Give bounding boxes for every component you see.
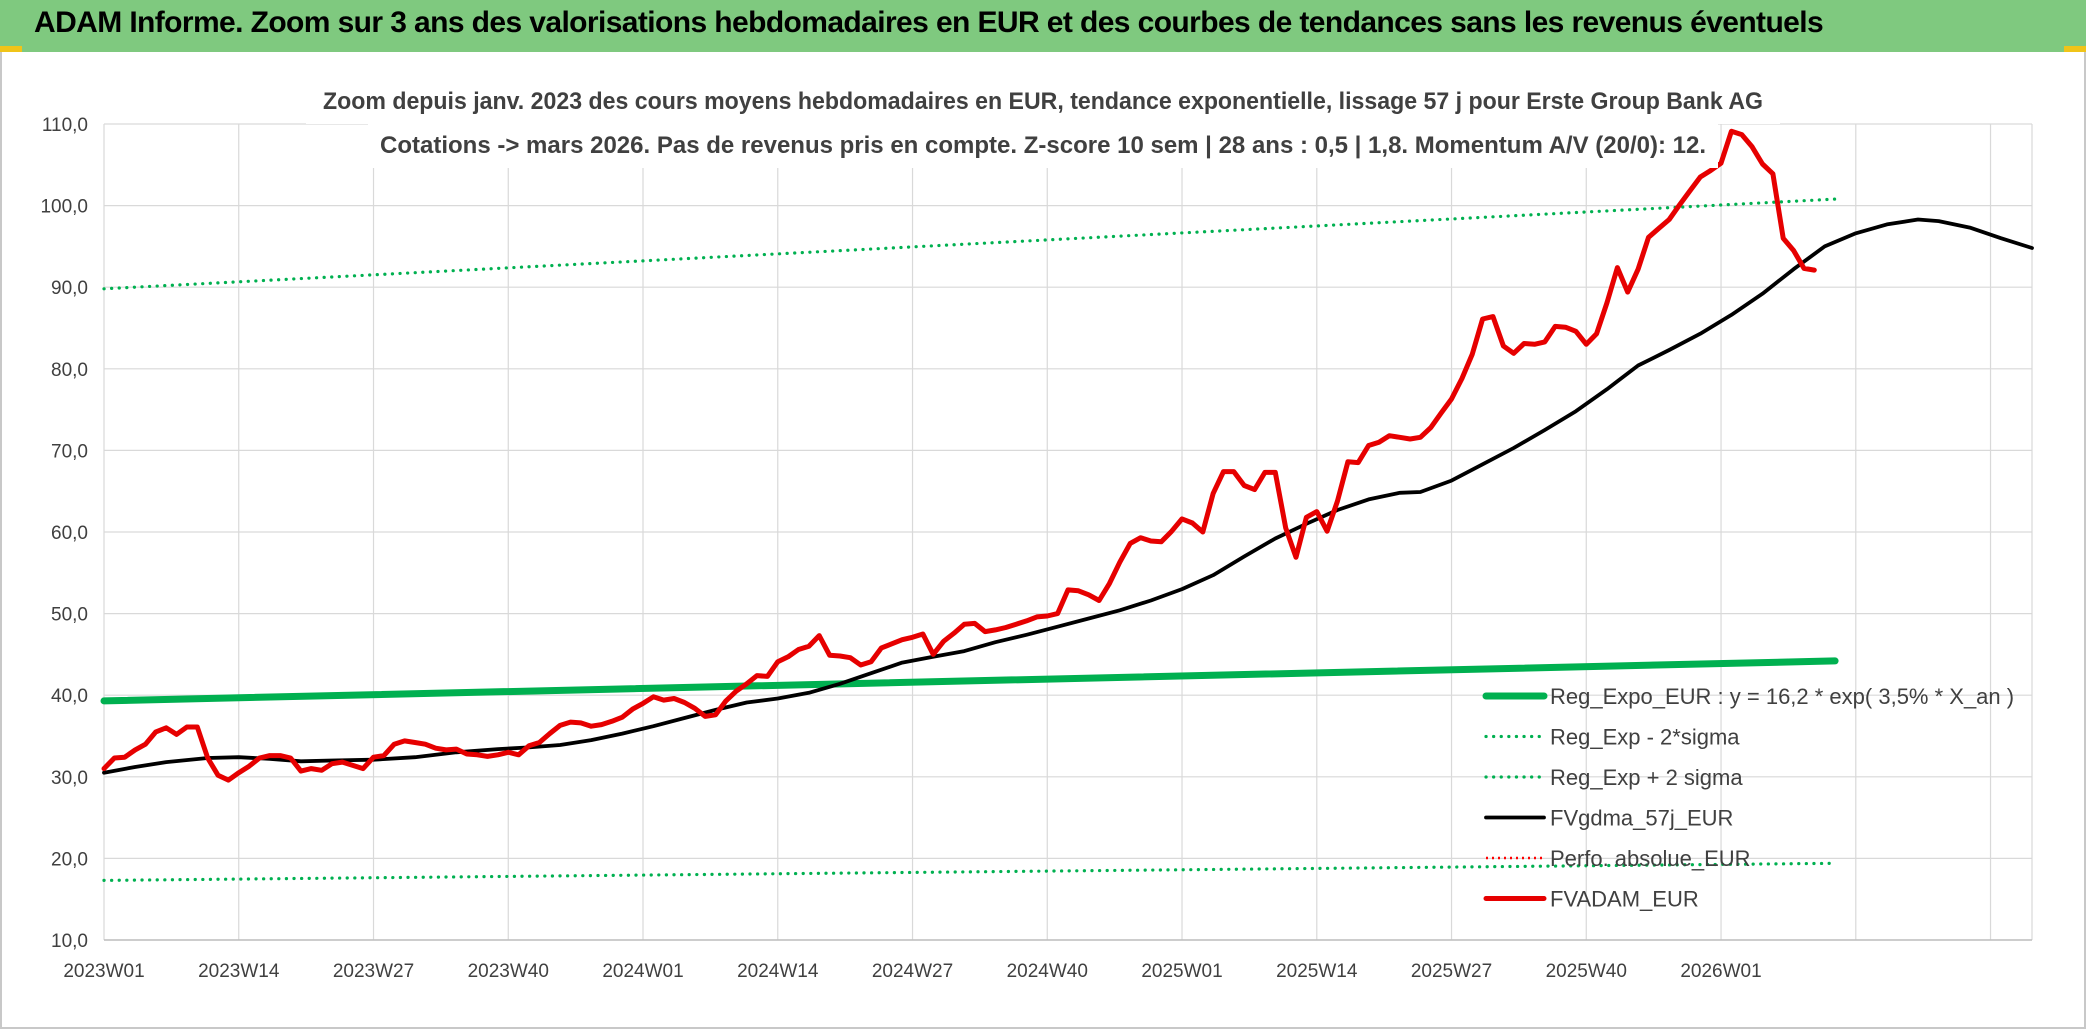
y-tick-label: 110,0: [42, 115, 88, 136]
x-tick-label: 2024W27: [872, 961, 953, 982]
chart-frame: [0, 52, 2086, 1029]
series-line-reg_plus: [102, 197, 1837, 291]
x-tick-label: 2024W40: [1007, 961, 1088, 982]
chart-subtitle-backdrop: [368, 124, 1718, 168]
legend-label-fvadam: FVADAM_EUR: [1550, 887, 1699, 912]
x-tick-label: 2024W01: [602, 961, 683, 982]
x-tick-label: 2023W01: [63, 961, 144, 982]
y-tick-label: 100,0: [40, 197, 88, 218]
chart-title-backdrop: [306, 80, 1780, 124]
series-line-reg_minus: [102, 861, 1837, 882]
y-tick-label: 90,0: [51, 278, 88, 299]
y-tick-label: 60,0: [51, 523, 88, 544]
x-tick-label: 2023W27: [333, 961, 414, 982]
x-tick-label: 2023W40: [468, 961, 549, 982]
chart-title: Zoom depuis janv. 2023 des cours moyens …: [323, 88, 1763, 115]
legend-label-perfo: Perfo. absolue_EUR: [1550, 846, 1751, 871]
legend-label-reg_expo: Reg_Expo_EUR : y = 16,2 * exp( 3,5% * X_…: [1550, 684, 2014, 709]
header-accent-right: [2064, 46, 2086, 52]
header-bar: ADAM Informe. Zoom sur 3 ans des valoris…: [0, 0, 2086, 52]
page-title: ADAM Informe. Zoom sur 3 ans des valoris…: [34, 6, 1824, 39]
x-tick-label: 2026W01: [1680, 961, 1761, 982]
legend-label-reg_minus: Reg_Exp - 2*sigma: [1550, 725, 1740, 750]
x-tick-label: 2024W14: [737, 961, 819, 982]
header-accent-left: [0, 46, 22, 52]
y-tick-label: 40,0: [51, 686, 88, 707]
y-tick-label: 70,0: [51, 441, 88, 462]
y-tick-label: 30,0: [51, 768, 88, 789]
x-tick-label: 2023W14: [198, 961, 280, 982]
x-tick-label: 2025W01: [1141, 961, 1222, 982]
x-tick-label: 2025W40: [1546, 961, 1627, 982]
series-line-fvadam: [101, 128, 1817, 783]
x-tick-label: 2025W27: [1411, 961, 1492, 982]
legend-label-reg_plus: Reg_Exp + 2 sigma: [1550, 765, 1743, 790]
chart-subtitle: Cotations -> mars 2026. Pas de revenus p…: [380, 132, 1706, 159]
y-tick-label: 80,0: [51, 360, 88, 381]
y-tick-label: 10,0: [51, 931, 88, 952]
x-tick-label: 2025W14: [1276, 961, 1358, 982]
y-tick-label: 50,0: [51, 605, 88, 626]
legend-label-gdma: FVgdma_57j_EUR: [1550, 806, 1733, 831]
y-tick-label: 20,0: [51, 849, 88, 870]
series-line-reg_expo: [100, 657, 1839, 705]
